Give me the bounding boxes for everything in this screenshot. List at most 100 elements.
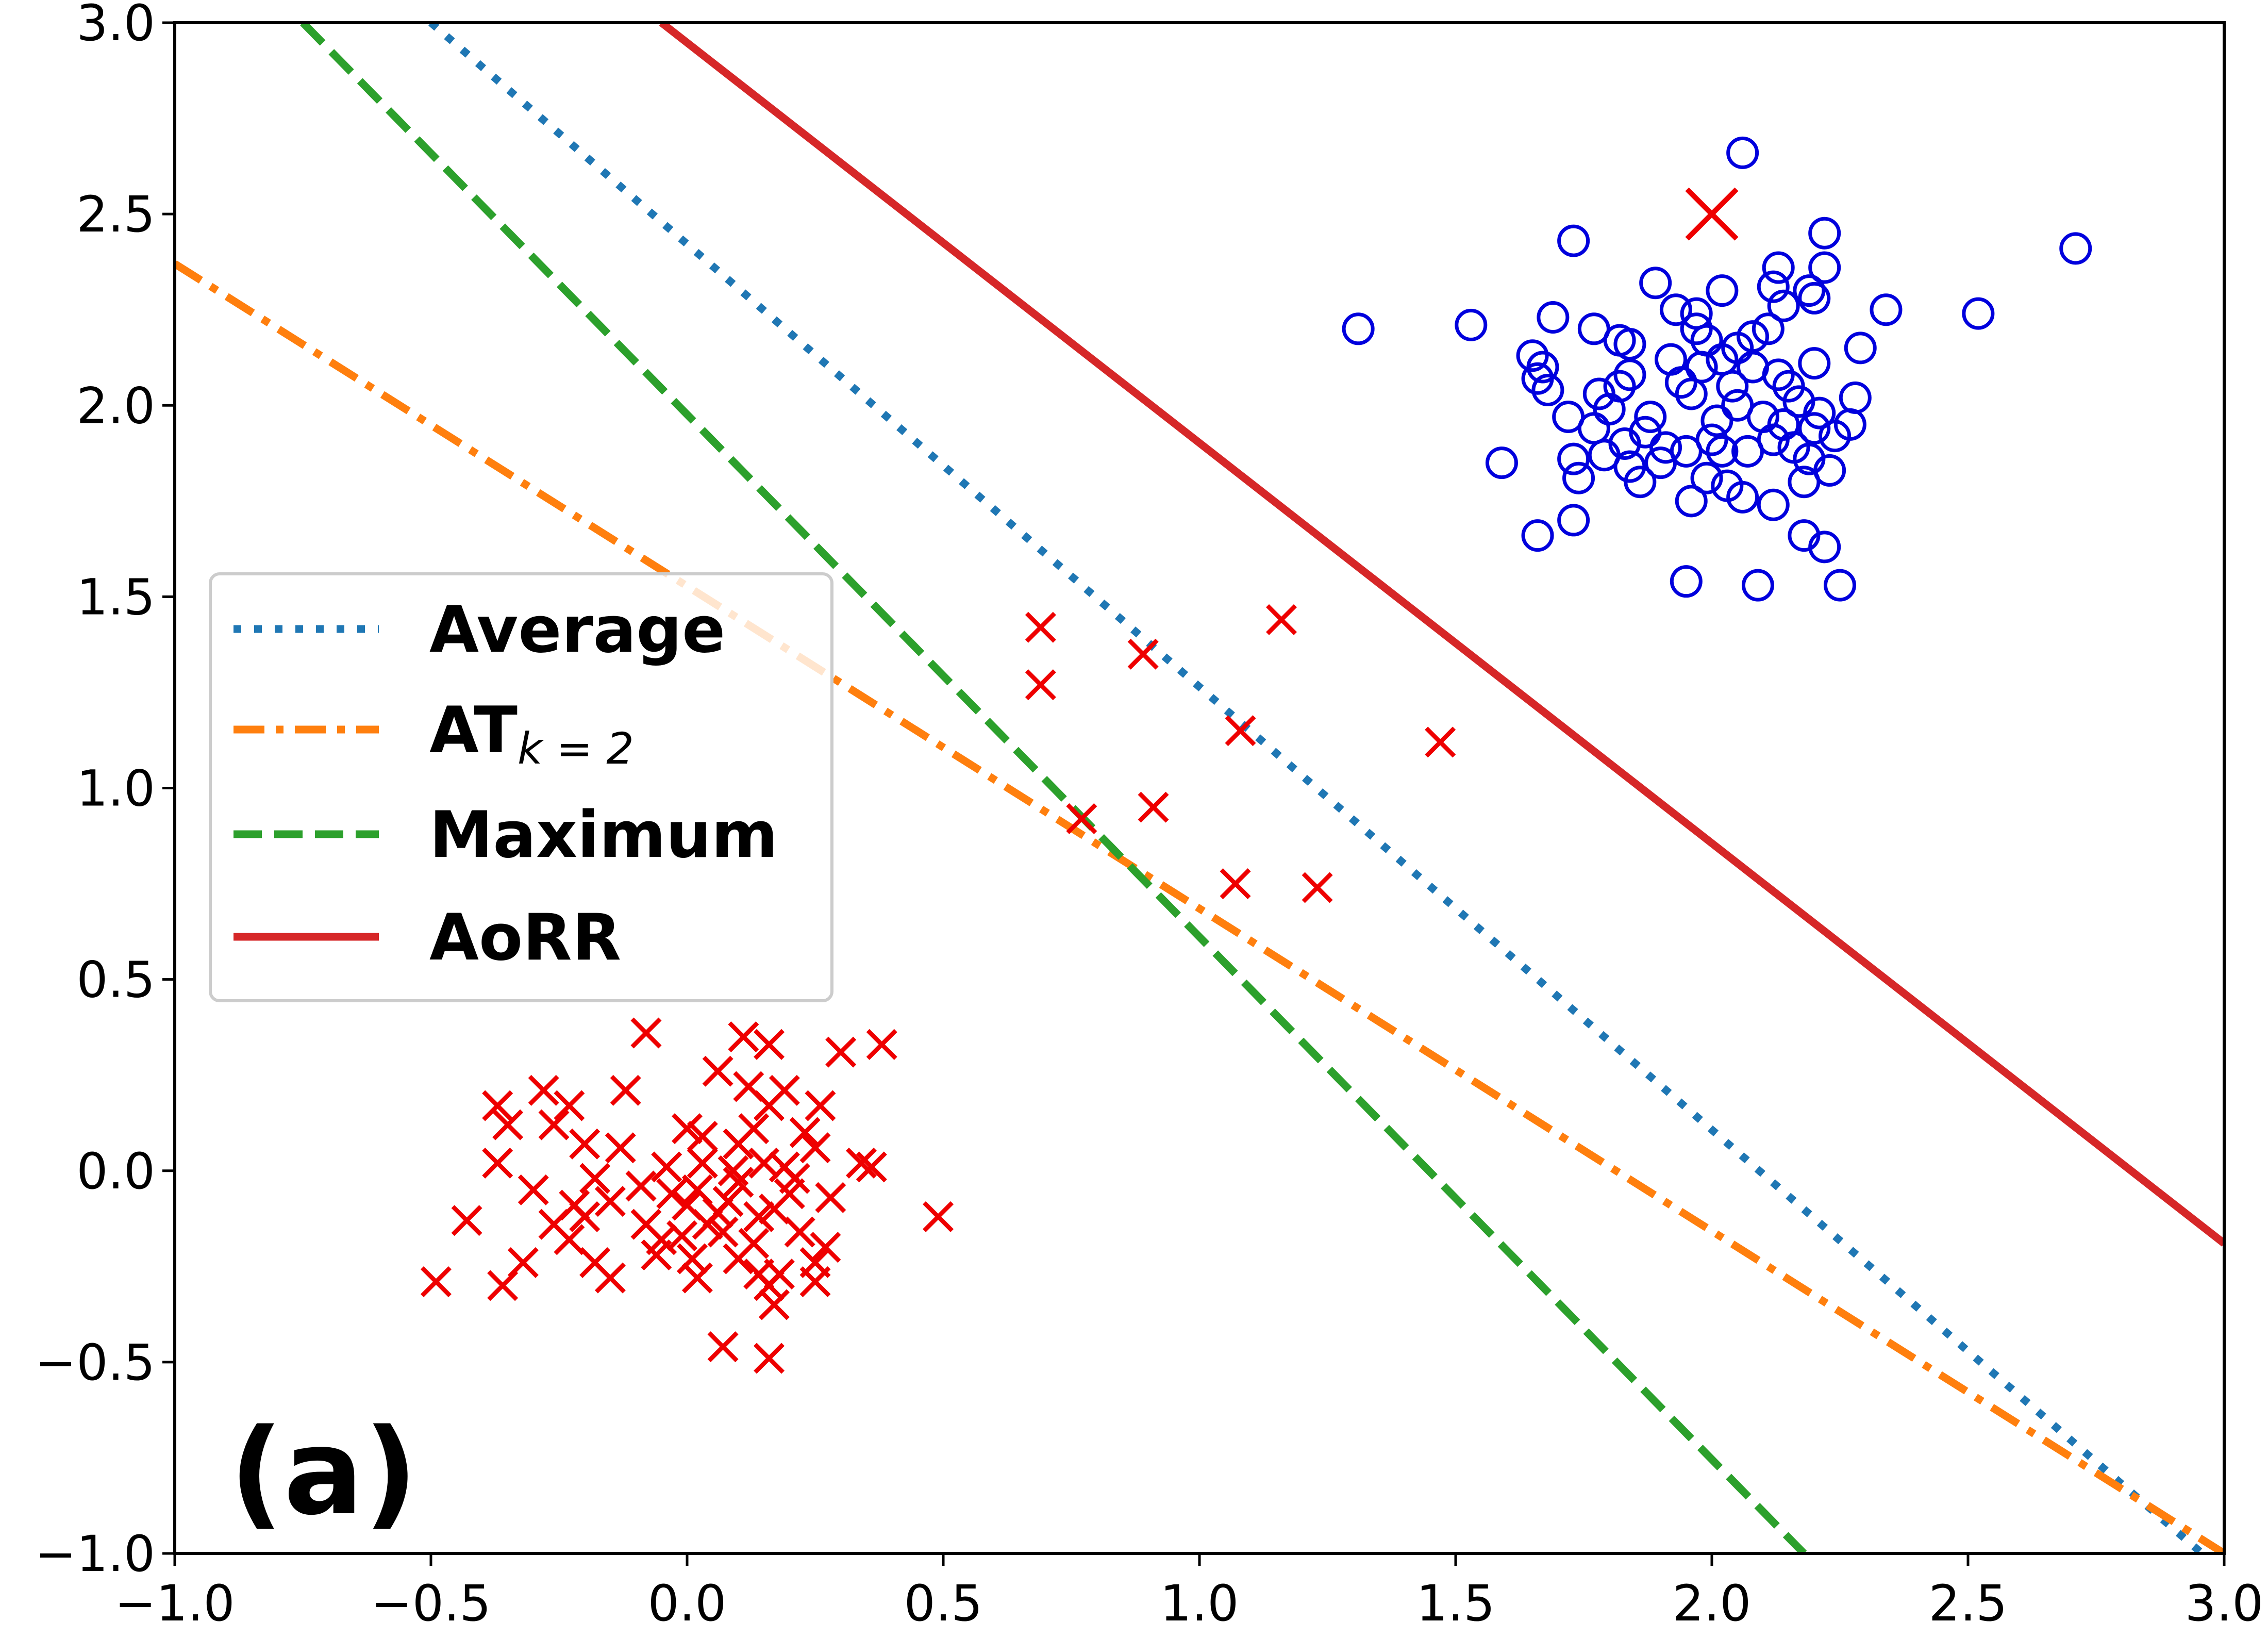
point-circle xyxy=(1716,370,1749,403)
point-x xyxy=(594,1186,626,1217)
point-circle xyxy=(1557,442,1590,475)
point-x xyxy=(610,1074,641,1106)
point-circle xyxy=(1762,251,1795,284)
x-tick-label: 3.0 xyxy=(2185,1575,2264,1632)
point-x xyxy=(569,1128,601,1160)
point-x xyxy=(651,1151,682,1183)
point-circle xyxy=(1962,297,1995,330)
point-x xyxy=(641,1239,672,1271)
point-x xyxy=(784,1216,815,1248)
point-circle xyxy=(1798,412,1831,445)
point-x xyxy=(718,1155,749,1186)
x-tick-label: −0.5 xyxy=(371,1575,491,1632)
legend-label-aorr: AoRR xyxy=(429,901,621,975)
point-x xyxy=(451,1205,482,1236)
point-x xyxy=(1220,868,1251,900)
point-circle xyxy=(2059,232,2092,265)
point-x xyxy=(554,1090,585,1121)
point-x xyxy=(856,1151,887,1183)
point-circle xyxy=(1700,404,1733,437)
point-x xyxy=(1266,604,1297,635)
point-circle xyxy=(1537,301,1570,334)
point-x xyxy=(420,1266,452,1298)
point-circle xyxy=(1695,423,1728,456)
point-circle xyxy=(1613,358,1646,391)
point-x xyxy=(1127,638,1159,670)
point-x xyxy=(825,1036,857,1068)
point-x xyxy=(758,1289,790,1320)
point-x xyxy=(625,1170,657,1202)
point-circle xyxy=(1757,423,1790,456)
point-x xyxy=(492,1109,524,1140)
x-tick-label: 0.5 xyxy=(904,1575,983,1632)
point-x xyxy=(1025,669,1056,701)
point-circle xyxy=(1557,224,1590,257)
line-at-k-2 xyxy=(175,260,2224,1553)
point-x xyxy=(554,1224,585,1255)
point-x xyxy=(754,1343,785,1374)
point-circle xyxy=(1644,446,1677,479)
point-circle xyxy=(1675,377,1708,410)
point-circle xyxy=(1767,289,1800,322)
point-x xyxy=(754,1270,785,1301)
point-circle xyxy=(1531,374,1564,407)
point-x xyxy=(754,1029,785,1060)
point-circle xyxy=(1557,504,1590,537)
point-circle xyxy=(1798,347,1831,380)
x-tick-label: 1.0 xyxy=(1160,1575,1239,1632)
panel-label: (a) xyxy=(229,1404,418,1542)
point-x xyxy=(569,1201,601,1232)
point-circle xyxy=(1562,461,1595,494)
point-x xyxy=(810,1232,841,1263)
point-x xyxy=(702,1197,733,1229)
point-circle xyxy=(1670,565,1703,598)
point-circle xyxy=(1808,531,1841,564)
line-aorr xyxy=(659,23,2224,1247)
x-tick-label: 1.5 xyxy=(1416,1575,1495,1632)
point-circle xyxy=(1757,488,1790,521)
point-circle xyxy=(1593,393,1626,426)
point-x xyxy=(656,1178,688,1210)
point-x xyxy=(666,1220,698,1251)
point-x xyxy=(482,1090,513,1121)
point-x xyxy=(799,1132,831,1164)
point-x xyxy=(866,1029,897,1060)
point-x xyxy=(605,1132,636,1164)
point-x xyxy=(528,1074,559,1106)
point-x xyxy=(676,1243,708,1275)
point-circle xyxy=(1870,293,1903,326)
outlier-point xyxy=(1685,187,1739,241)
point-x xyxy=(805,1090,836,1121)
legend-label-at-subscript: k = 2 xyxy=(518,723,634,774)
legend-frame xyxy=(209,572,833,1002)
legend: Average ATk = 2 Maximum AoRR xyxy=(209,572,833,1002)
point-circle xyxy=(1690,461,1723,494)
line-average xyxy=(428,23,2208,1553)
point-circle xyxy=(1624,466,1657,499)
point-x xyxy=(482,1147,513,1179)
point-circle xyxy=(1757,270,1790,303)
data-points xyxy=(420,136,2092,1374)
regression-lines xyxy=(175,23,2224,1553)
point-x xyxy=(1225,715,1256,747)
point-x xyxy=(1025,611,1056,643)
y-tick-label: 3.0 xyxy=(76,0,155,52)
axis-ticks: −1.0 −0.5 0.0 0.5 1.0 1.5 2.0 2.5 3.0 −1.0 −0.5 0.0… xyxy=(35,0,2263,1632)
point-circle xyxy=(1833,408,1866,441)
point-circle xyxy=(1680,312,1713,345)
x-tick-label: −1.0 xyxy=(114,1575,235,1632)
point-x xyxy=(594,1262,626,1294)
point-x xyxy=(1302,872,1333,903)
point-circle xyxy=(1793,274,1826,307)
y-tick-label: 2.0 xyxy=(76,377,155,435)
point-circle xyxy=(1659,293,1692,326)
y-tick-label: 2.5 xyxy=(76,186,155,243)
point-circle xyxy=(1721,389,1754,422)
point-circle xyxy=(1726,136,1759,169)
point-circle xyxy=(1485,446,1518,479)
point-x xyxy=(707,1331,739,1363)
point-x xyxy=(1066,803,1097,834)
point-x xyxy=(538,1109,570,1140)
point-x xyxy=(487,1270,519,1301)
point-circle xyxy=(1752,312,1785,345)
